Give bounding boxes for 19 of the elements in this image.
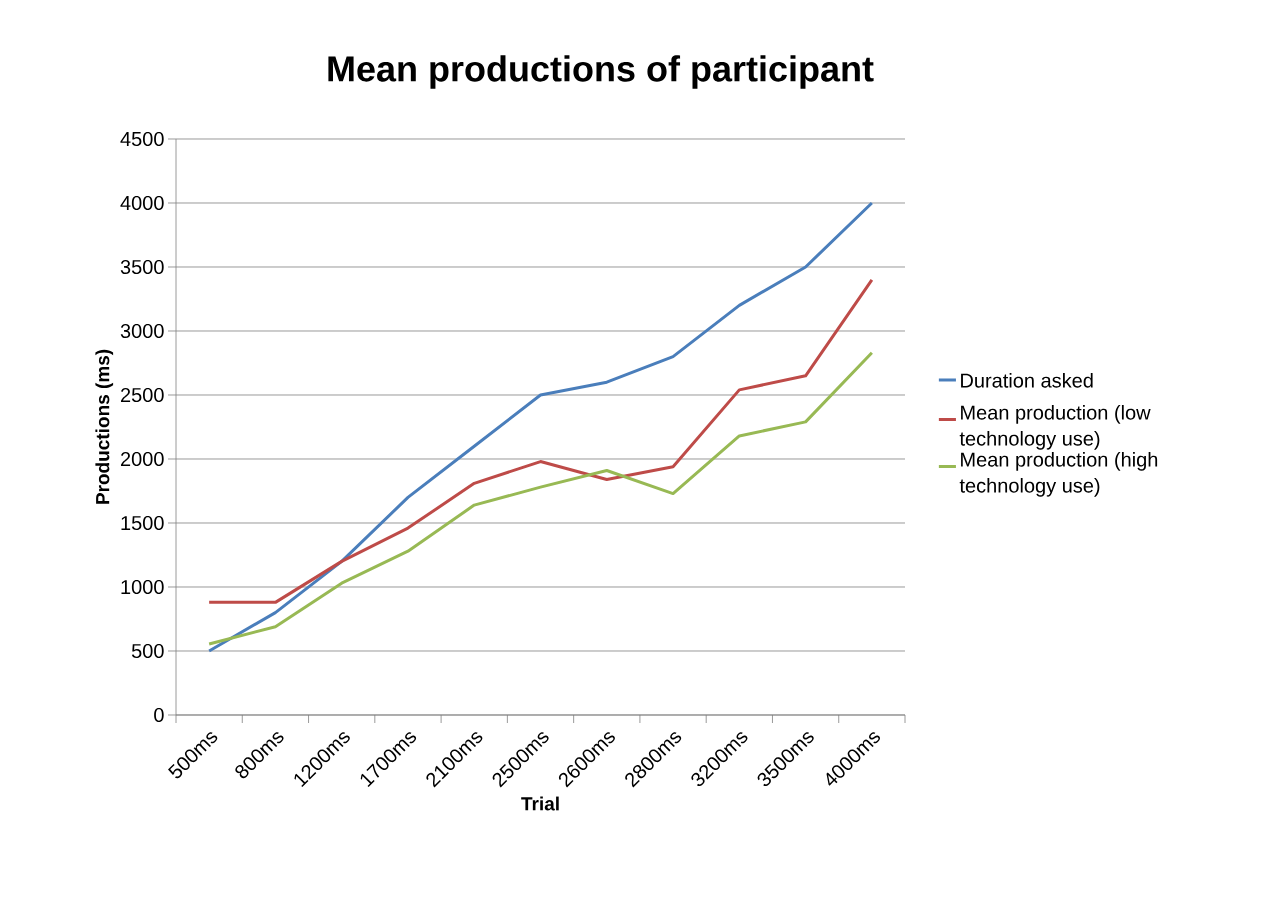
y-tick-label: 4500 — [120, 131, 164, 147]
y-tick-label: 1000 — [121, 579, 164, 595]
y-tick-label: 0 — [154, 707, 164, 723]
line-series — [207, 278, 874, 604]
y-tick-label: 500 — [131, 643, 164, 659]
legend-label: Mean production (high technology use) — [959, 452, 1158, 497]
legend-label: Mean production (low technology use) — [959, 405, 1151, 450]
y-tick-label: 3500 — [120, 259, 164, 275]
y-axis-title: Productions (ms) — [95, 349, 114, 504]
chart-title: Mean productions of participant — [328, 55, 874, 89]
y-tick-label: 2000 — [120, 451, 164, 467]
y-tick-label: 2500 — [120, 387, 164, 403]
line-series — [207, 351, 874, 646]
y-tick-label: 1500 — [121, 515, 164, 531]
line-series — [207, 201, 874, 653]
legend-label: Duration asked — [961, 372, 1093, 388]
y-tick-label: 4000 — [120, 195, 164, 211]
x-axis-title: Trial — [521, 796, 559, 811]
y-tick-label: 3000 — [120, 323, 164, 339]
